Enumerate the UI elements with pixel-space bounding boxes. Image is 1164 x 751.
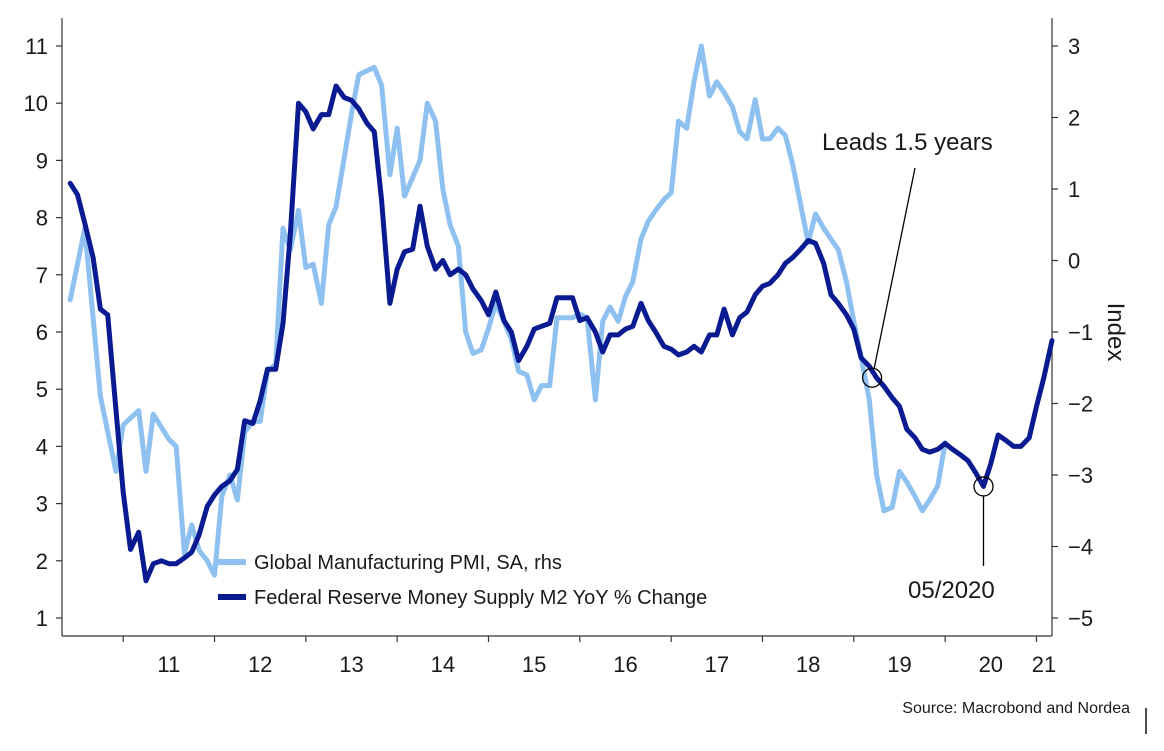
x-tick-label: 11 [157,652,180,677]
left-tick-label: 8 [36,206,48,231]
x-tick-label: 18 [796,652,820,677]
x-tick-label: 20 [979,652,1003,677]
x-tick-label: 17 [705,652,729,677]
left-tick-label: 1 [36,606,48,631]
x-axis-ticks: 11 12 13 14 15 16 17 18 19 20 21 [122,636,1056,677]
x-tick-label: 16 [613,652,637,677]
x-tick-label: 15 [522,652,546,677]
x-tick-label: 19 [887,652,911,677]
annotation-marker-leads [861,367,883,388]
series-line-m2 [67,83,1055,584]
right-tick-label: 1 [1068,177,1080,202]
x-tick-label: 13 [339,652,363,677]
series-layer [67,43,1055,584]
left-tick-label: 10 [24,91,48,116]
left-tick-label: 11 [25,34,48,59]
source-note: Source: Macrobond and Nordea [902,700,1130,717]
legend-label-pmi: Global Manufacturing PMI, SA, rhs [254,552,562,574]
legend: Global Manufacturing PMI, SA, rhs Federa… [218,552,707,609]
left-tick-label: 2 [36,549,48,574]
right-tick-label: 0 [1068,249,1080,274]
right-tick-label: −5 [1068,606,1093,631]
right-axis-title: Index [1102,303,1129,362]
right-tick-label: −1 [1068,320,1093,345]
series-line-pmi [67,43,948,578]
annotation-marker-date [973,476,994,497]
annotation-leader-leads [873,167,916,369]
annotation-label-leads: Leads 1.5 years [822,129,993,156]
right-axis-ticks: −5 −4 −3 −2 −1 0 1 2 3 [1052,34,1093,631]
left-tick-label: 5 [36,377,48,402]
left-tick-label: 3 [36,492,48,517]
right-tick-label: 2 [1068,106,1080,131]
right-tick-label: −2 [1068,392,1093,417]
annotation-label-date: 05/2020 [908,577,995,604]
x-tick-label: 12 [248,652,272,677]
left-axis-ticks: 1 2 3 4 5 6 7 8 9 10 11 [24,34,62,631]
legend-label-m2: Federal Reserve Money Supply M2 YoY % Ch… [254,587,707,609]
right-tick-label: −4 [1068,535,1093,560]
left-tick-label: 4 [36,434,48,459]
right-tick-label: 3 [1068,34,1080,59]
x-tick-label: 14 [431,652,455,677]
left-tick-label: 7 [36,263,48,288]
left-tick-label: 9 [36,148,48,173]
right-tick-label: −3 [1068,463,1093,488]
annotation-layer [861,167,994,566]
left-tick-label: 6 [36,320,48,345]
x-tick-label: 21 [1032,652,1056,677]
